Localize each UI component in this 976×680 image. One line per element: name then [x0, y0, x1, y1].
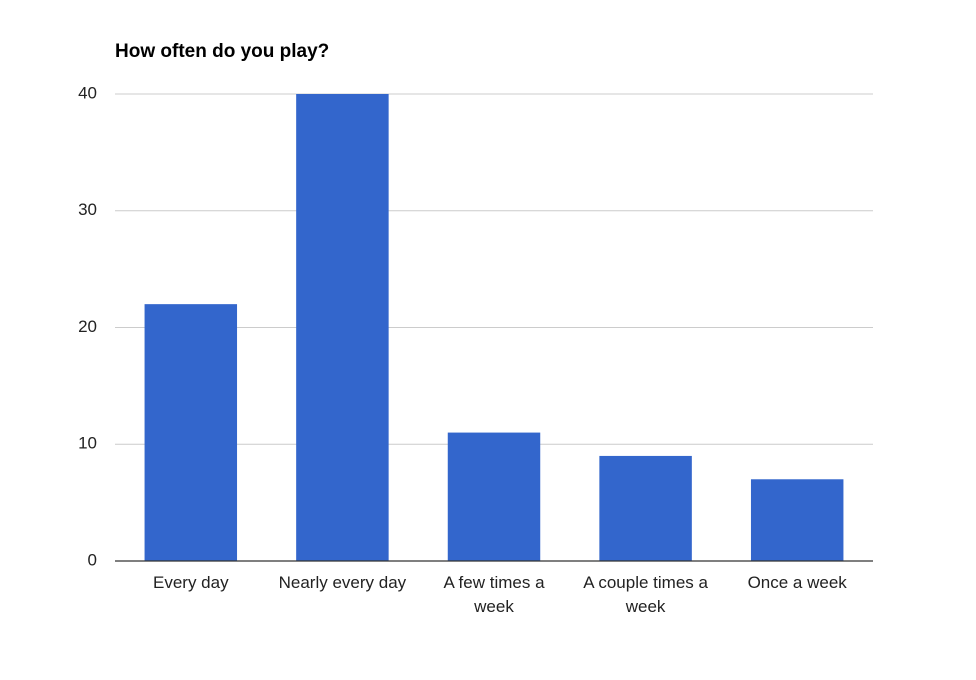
bar [599, 455, 692, 561]
bar [144, 304, 238, 561]
bar [750, 479, 844, 561]
y-tick-label: 0 [88, 550, 97, 569]
x-tick-label: Every day [153, 573, 229, 592]
x-tick-label: Once a week [748, 573, 848, 592]
chart-title: How often do you play? [115, 41, 329, 62]
x-tick-label: A couple times a week [583, 573, 708, 616]
y-tick-label: 20 [78, 317, 97, 336]
x-tick-label: A few times a week [443, 573, 545, 616]
bar [296, 94, 389, 561]
y-tick-label: 10 [78, 434, 97, 453]
y-tick-label: 30 [78, 200, 97, 219]
y-tick-label: 40 [78, 83, 97, 102]
x-tick-label: Nearly every day [279, 573, 407, 592]
bar [447, 432, 541, 561]
